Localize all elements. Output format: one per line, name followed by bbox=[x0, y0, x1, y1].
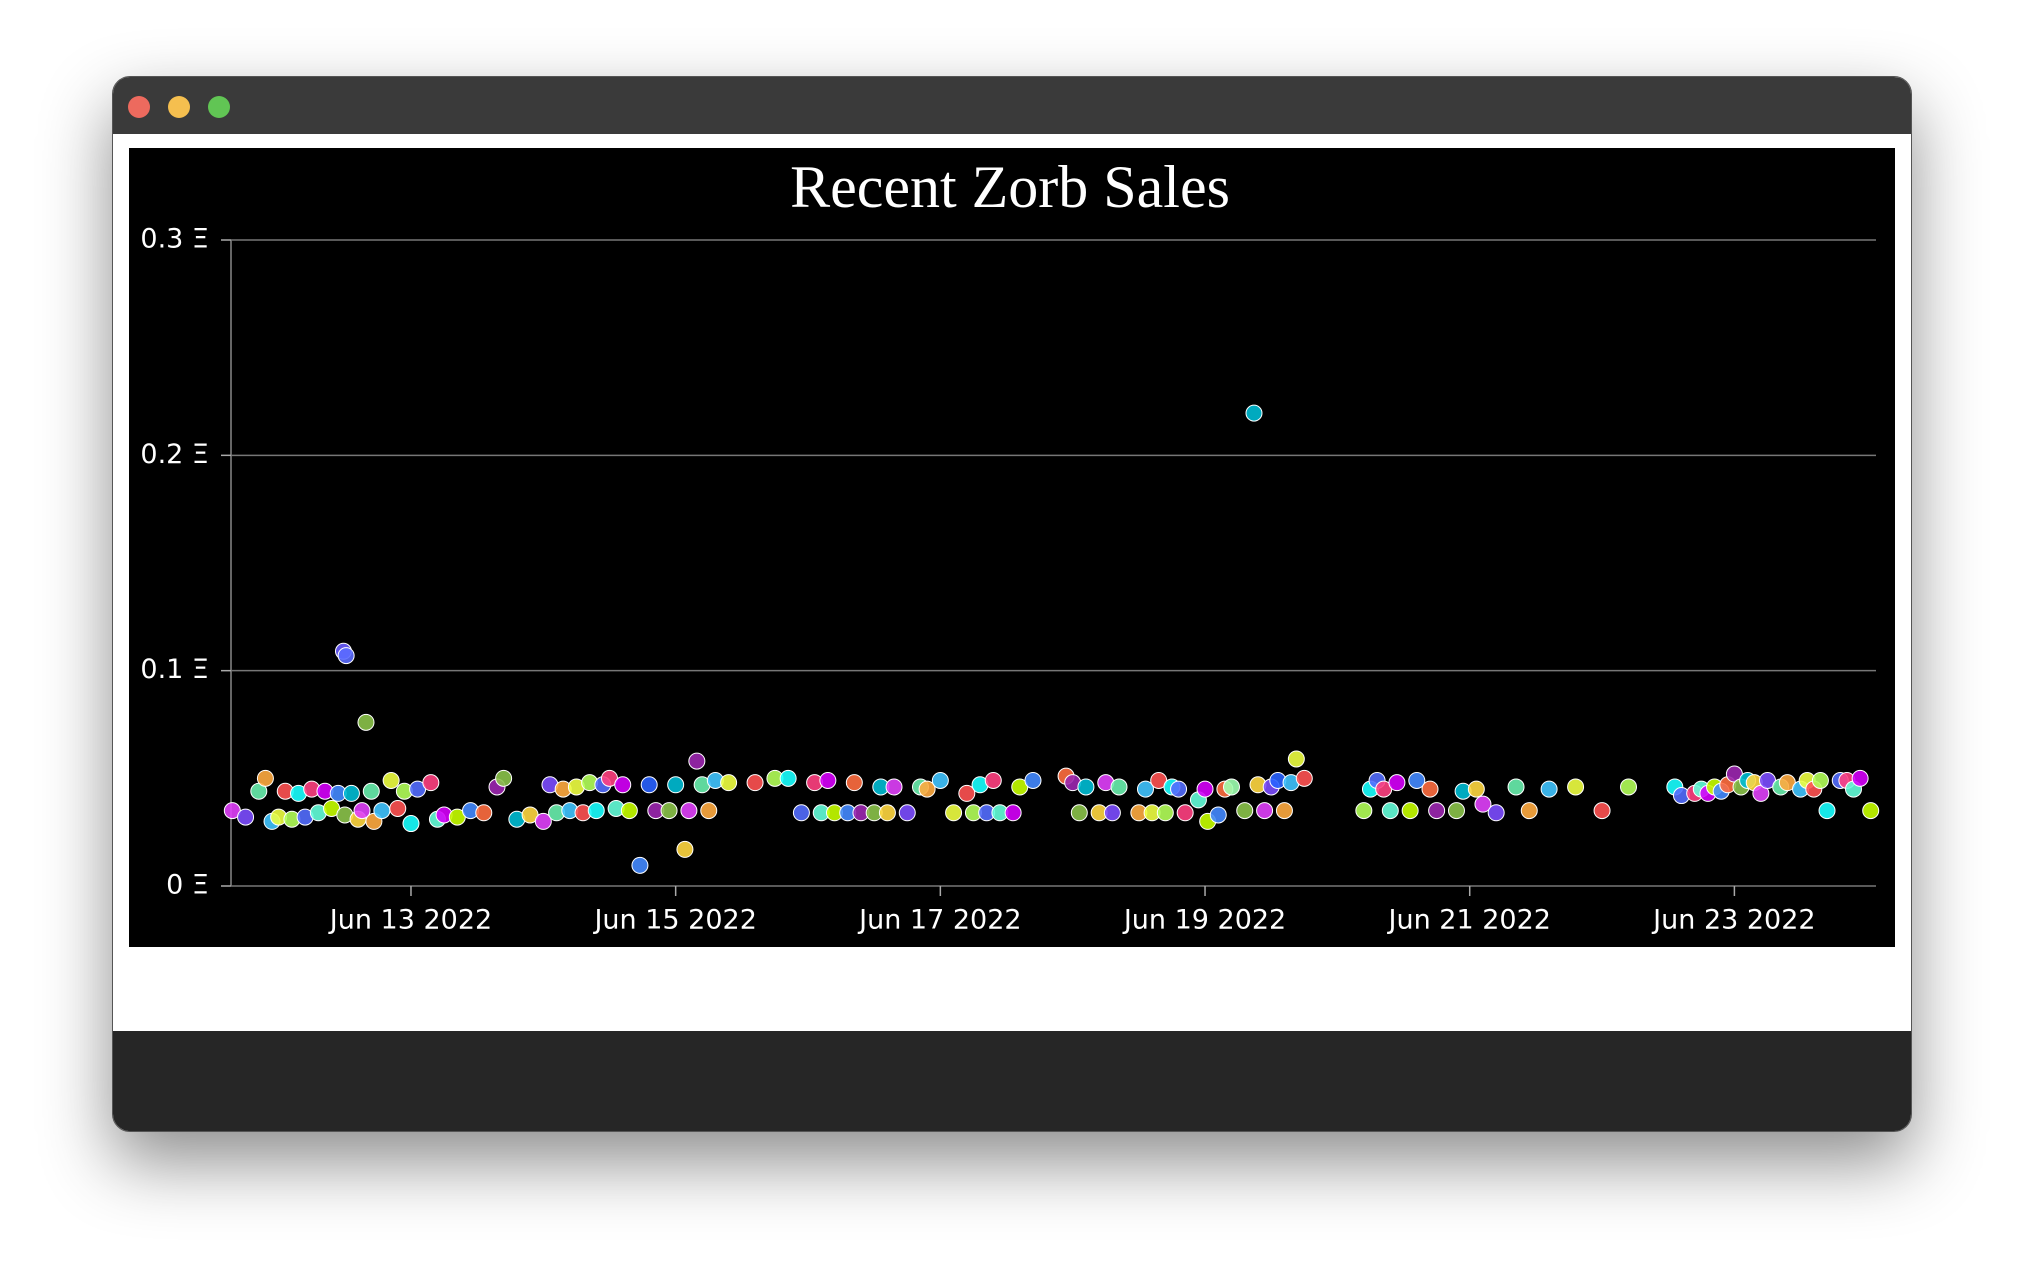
data-point bbox=[1593, 802, 1611, 820]
data-point bbox=[1110, 778, 1128, 796]
data-point bbox=[1024, 771, 1042, 789]
data-point bbox=[1222, 778, 1240, 796]
data-point bbox=[984, 771, 1002, 789]
data-point bbox=[680, 802, 698, 820]
data-point bbox=[495, 769, 513, 787]
data-point bbox=[1381, 802, 1399, 820]
y-tick-label: 0 Ξ bbox=[166, 870, 209, 901]
data-point bbox=[779, 769, 797, 787]
data-point bbox=[256, 769, 274, 787]
data-point bbox=[1421, 780, 1439, 798]
data-point bbox=[1540, 780, 1558, 798]
data-point bbox=[1851, 769, 1869, 787]
data-point bbox=[1103, 804, 1121, 822]
x-tick-label: Jun 23 2022 bbox=[1651, 905, 1815, 936]
close-button[interactable] bbox=[128, 96, 150, 118]
data-point bbox=[422, 774, 440, 792]
x-tick-label: Jun 21 2022 bbox=[1387, 905, 1551, 936]
data-point bbox=[1275, 802, 1293, 820]
maximize-button[interactable] bbox=[208, 96, 230, 118]
data-point bbox=[1620, 778, 1638, 796]
data-point bbox=[337, 647, 355, 665]
data-point bbox=[878, 804, 896, 822]
title-bar bbox=[113, 77, 1911, 134]
data-point bbox=[660, 802, 678, 820]
minimize-button[interactable] bbox=[168, 96, 190, 118]
data-point bbox=[1256, 802, 1274, 820]
data-point bbox=[1004, 804, 1022, 822]
chart-title: Recent Zorb Sales bbox=[790, 154, 1230, 220]
data-point bbox=[631, 856, 649, 874]
y-tick-label: 0.1 Ξ bbox=[140, 654, 209, 685]
data-point bbox=[1447, 802, 1465, 820]
data-point bbox=[1209, 806, 1227, 824]
data-point bbox=[958, 784, 976, 802]
data-point bbox=[1136, 780, 1154, 798]
data-point bbox=[1811, 771, 1829, 789]
data-point bbox=[746, 774, 764, 792]
data-point bbox=[362, 782, 380, 800]
data-point bbox=[945, 804, 963, 822]
x-tick-label: Jun 19 2022 bbox=[1122, 905, 1286, 936]
data-point bbox=[587, 802, 605, 820]
data-point bbox=[1520, 802, 1538, 820]
data-point bbox=[614, 776, 632, 794]
data-point bbox=[1818, 802, 1836, 820]
x-tick-label: Jun 15 2022 bbox=[592, 905, 756, 936]
data-point bbox=[1401, 802, 1419, 820]
data-point bbox=[620, 802, 638, 820]
data-point bbox=[1245, 404, 1263, 422]
data-point bbox=[792, 804, 810, 822]
data-point bbox=[1487, 804, 1505, 822]
data-point bbox=[1474, 795, 1492, 813]
y-tick-label: 0.3 Ξ bbox=[140, 224, 209, 255]
data-point bbox=[1507, 778, 1525, 796]
data-point bbox=[342, 784, 360, 802]
data-point bbox=[1467, 780, 1485, 798]
data-point bbox=[1287, 750, 1305, 768]
data-point bbox=[688, 752, 706, 770]
data-point bbox=[237, 808, 255, 826]
data-point bbox=[700, 802, 718, 820]
data-point bbox=[667, 776, 685, 794]
data-point bbox=[1176, 804, 1194, 822]
data-point bbox=[676, 840, 694, 858]
data-point bbox=[819, 771, 837, 789]
data-point bbox=[1408, 771, 1426, 789]
data-point bbox=[1388, 774, 1406, 792]
x-tick-label: Jun 17 2022 bbox=[857, 905, 1021, 936]
data-point bbox=[640, 776, 658, 794]
data-point bbox=[1170, 780, 1188, 798]
data-point bbox=[353, 802, 371, 820]
data-point bbox=[1070, 804, 1088, 822]
data-point bbox=[382, 771, 400, 789]
data-point bbox=[357, 713, 375, 731]
data-point bbox=[1355, 802, 1373, 820]
y-tick-label: 0.2 Ξ bbox=[140, 439, 209, 470]
data-point bbox=[918, 780, 936, 798]
data-point bbox=[931, 771, 949, 789]
data-point bbox=[1567, 778, 1585, 796]
data-point bbox=[1295, 769, 1313, 787]
data-point bbox=[1156, 804, 1174, 822]
data-point bbox=[475, 804, 493, 822]
data-point bbox=[1196, 780, 1214, 798]
chart-background bbox=[129, 148, 1895, 947]
data-point bbox=[845, 774, 863, 792]
data-point bbox=[898, 804, 916, 822]
data-point bbox=[1428, 802, 1446, 820]
x-tick-label: Jun 13 2022 bbox=[328, 905, 492, 936]
data-point bbox=[1236, 802, 1254, 820]
data-point bbox=[373, 802, 391, 820]
data-point bbox=[389, 799, 407, 817]
data-point bbox=[402, 815, 420, 833]
data-point bbox=[1862, 802, 1880, 820]
data-point bbox=[1077, 778, 1095, 796]
footer-bar bbox=[113, 1031, 1911, 1131]
data-point bbox=[720, 774, 738, 792]
data-point bbox=[885, 778, 903, 796]
data-point bbox=[534, 812, 552, 830]
